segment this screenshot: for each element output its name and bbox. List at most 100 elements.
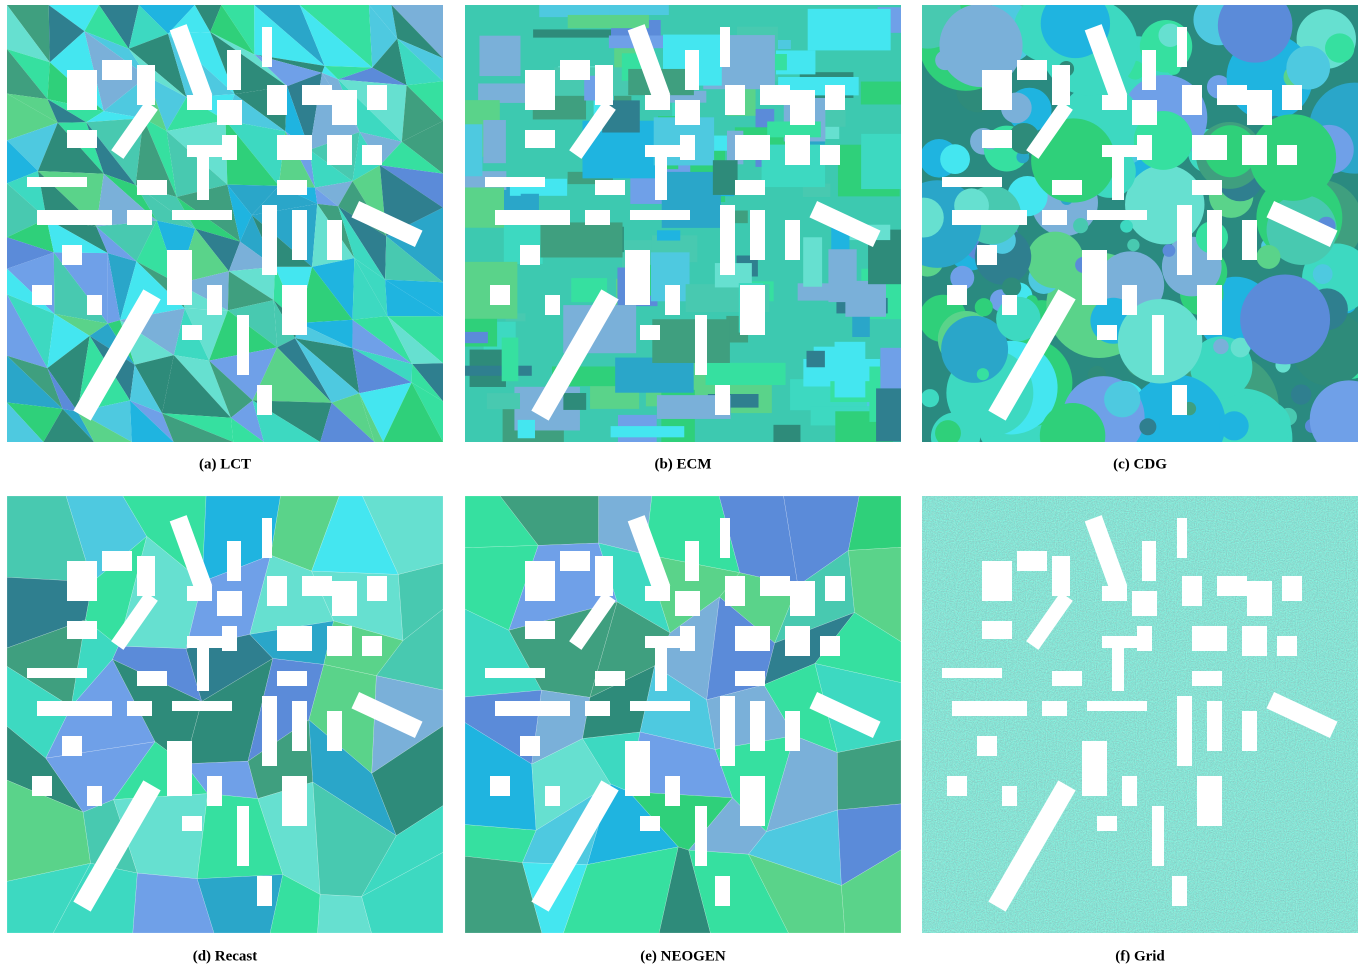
mesh-cell — [194, 5, 222, 33]
building — [197, 155, 209, 200]
mesh-cell — [162, 413, 234, 442]
building — [1142, 541, 1156, 581]
building — [362, 145, 382, 165]
building — [825, 576, 845, 601]
mesh-cell — [7, 237, 54, 269]
building — [367, 576, 387, 601]
mesh-cell — [478, 83, 532, 103]
building — [367, 85, 387, 110]
mesh-cell — [107, 253, 137, 321]
mesh-cell — [397, 38, 443, 86]
mesh-cell — [1219, 411, 1249, 441]
mesh-cell — [322, 65, 339, 80]
mesh-cell — [1217, 5, 1293, 63]
building — [1002, 295, 1017, 315]
building — [1112, 646, 1124, 691]
building — [595, 671, 625, 686]
building — [531, 780, 619, 912]
mesh-cell — [1158, 23, 1182, 47]
building — [1082, 250, 1107, 305]
building — [1142, 50, 1156, 90]
mesh-cell — [465, 124, 483, 177]
building — [525, 561, 555, 601]
building — [262, 27, 272, 67]
mesh-cell — [773, 424, 801, 442]
mesh-cell — [379, 141, 443, 174]
mesh-cell — [43, 408, 95, 442]
building — [545, 786, 560, 806]
mesh-cell — [7, 5, 50, 63]
building — [1207, 210, 1222, 260]
building — [1242, 220, 1257, 260]
building — [785, 711, 800, 751]
mesh-cell — [563, 393, 587, 410]
mesh-cell — [129, 364, 163, 414]
building — [715, 876, 730, 906]
building — [277, 180, 307, 195]
mesh-cell — [465, 331, 488, 344]
mesh-cell — [254, 5, 325, 66]
building — [1177, 205, 1192, 275]
building — [292, 210, 307, 260]
mesh-cell — [47, 368, 78, 412]
caption: (d) Recast — [193, 948, 258, 964]
mesh-cell — [1166, 61, 1181, 75]
building — [685, 541, 699, 581]
building — [1172, 385, 1187, 415]
building — [282, 776, 307, 826]
building — [1192, 135, 1227, 160]
mesh-cell — [387, 316, 443, 364]
building — [102, 551, 132, 571]
building — [665, 285, 680, 315]
building — [1177, 518, 1187, 558]
mesh-cell — [7, 183, 47, 238]
building — [1137, 626, 1152, 651]
building — [111, 592, 158, 650]
building — [809, 201, 881, 247]
mesh-cell — [807, 8, 891, 51]
building — [785, 135, 810, 165]
mesh-cell — [54, 313, 108, 336]
building — [485, 177, 545, 187]
mesh-cell — [360, 805, 443, 898]
building — [525, 70, 555, 110]
mesh-cell — [483, 120, 506, 164]
mesh-cell — [138, 5, 195, 34]
building — [172, 701, 232, 711]
building — [262, 205, 277, 275]
building — [665, 776, 680, 806]
building — [169, 24, 213, 101]
building — [947, 776, 967, 796]
mesh-cell — [107, 253, 121, 324]
mesh-cell — [103, 173, 157, 221]
mesh-cell — [617, 414, 657, 442]
building — [750, 701, 765, 751]
building — [982, 130, 1012, 148]
mesh-cell — [166, 97, 226, 131]
mesh-cell — [359, 393, 384, 442]
building — [809, 692, 881, 738]
building — [785, 626, 810, 656]
building — [1247, 581, 1272, 616]
building — [332, 90, 357, 125]
building — [1242, 711, 1257, 751]
building — [67, 130, 97, 148]
mesh-cell — [84, 31, 147, 77]
mesh-cell — [331, 393, 375, 442]
building — [187, 586, 212, 601]
mesh-cell — [46, 218, 108, 254]
building — [525, 130, 555, 148]
mesh-cell — [314, 181, 353, 207]
building — [1266, 692, 1338, 738]
building — [167, 741, 192, 796]
building — [187, 145, 222, 157]
building — [127, 210, 152, 225]
building — [640, 816, 660, 831]
mesh-cell — [1286, 45, 1331, 90]
mesh-cell — [922, 389, 940, 408]
building — [740, 776, 765, 826]
building — [595, 556, 613, 596]
mesh-cell — [352, 258, 388, 320]
mesh-cell — [352, 348, 413, 383]
